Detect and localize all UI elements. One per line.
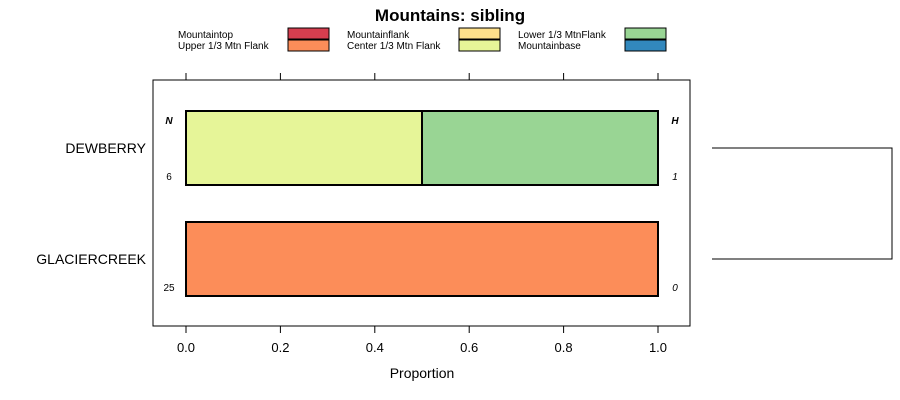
x-axis: 0.0 0.2 0.4 0.6 0.8 1.0 (177, 73, 667, 355)
row-labels: DEWBERRY 6 1 GLACIERCREEK 25 0 (36, 140, 678, 294)
legend-swatch-lower-1-3-mtnflank (624, 27, 667, 40)
legend-swatch-mountainbase (624, 39, 667, 52)
legend-swatch-center-1-3-mtn-flank (458, 39, 501, 52)
x-tick-label: 0.4 (366, 340, 384, 355)
legend-swatch-upper-1-3-mtn-flank (287, 39, 330, 52)
bar-dewberry-lower-1-3-mtnflank (421, 110, 659, 186)
x-tick-label: 0.2 (271, 340, 289, 355)
category-label-dewberry: DEWBERRY (65, 140, 146, 156)
x-tick-label: 0.6 (460, 340, 478, 355)
legend-label-mountaintop: Mountaintop (178, 30, 233, 41)
x-axis-label: Proportion (390, 365, 455, 381)
legend-label-upper-1-3-mtn-flank: Upper 1/3 Mtn Flank (178, 41, 270, 52)
n-value-glaciercreek: 25 (163, 283, 175, 294)
legend-label-center-1-3-mtn-flank: Center 1/3 Mtn Flank (347, 41, 441, 52)
x-tick-label: 0.0 (177, 340, 195, 355)
bar-dewberry-center-1-3-mtn-flank (185, 110, 423, 186)
legend-swatch-mountaintop (287, 27, 330, 40)
x-tick-label: 1.0 (649, 340, 667, 355)
h-value-dewberry: 1 (672, 172, 678, 183)
legend-label-mountainflank: Mountainflank (347, 30, 410, 41)
n-value-dewberry: 6 (166, 172, 172, 183)
x-tick-label: 0.8 (555, 340, 573, 355)
n-column-header: N (165, 116, 173, 127)
legend-swatch-mountainflank (458, 27, 501, 40)
bar-glaciercreek-upper-1-3-mtn-flank (185, 221, 659, 297)
plot-panel (152, 79, 691, 327)
dendrogram (712, 147, 893, 260)
h-column-header: H (671, 116, 679, 127)
h-value-glaciercreek: 0 (672, 283, 678, 294)
bars (185, 110, 659, 297)
legend-label-mountainbase: Mountainbase (518, 41, 581, 52)
category-label-glaciercreek: GLACIERCREEK (36, 251, 146, 267)
chart-title: Mountains: sibling (375, 6, 525, 25)
legend-label-lower-1-3-mtnflank: Lower 1/3 MtnFlank (518, 30, 607, 41)
